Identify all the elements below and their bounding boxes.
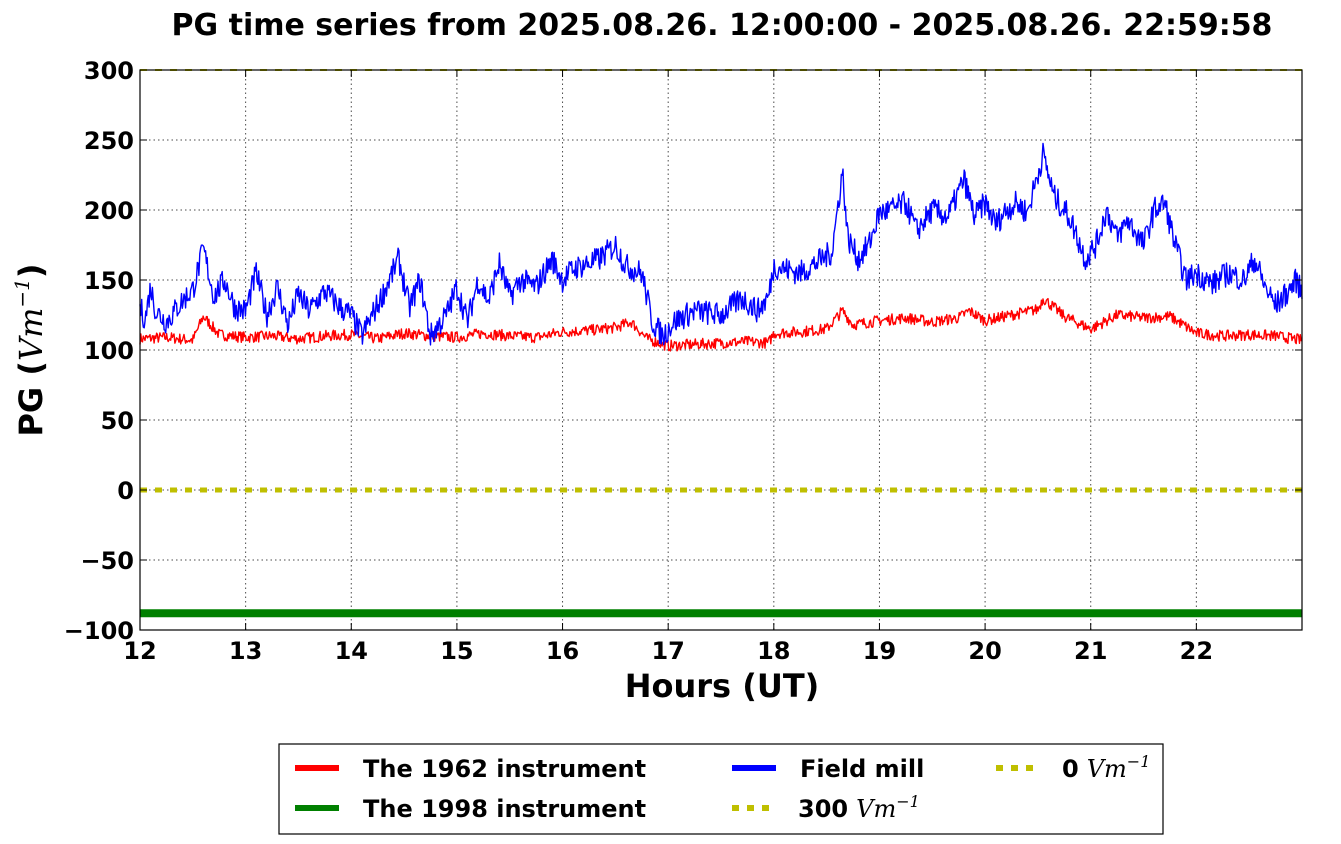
y-axis-label-exponent: −1 xyxy=(10,278,34,307)
x-tick-label: 14 xyxy=(335,637,368,665)
chart-title: PG time series from 2025.08.26. 12:00:00… xyxy=(172,8,1273,43)
x-tick-label: 16 xyxy=(546,637,579,665)
y-tick-label: 200 xyxy=(84,197,134,225)
grid xyxy=(139,69,1302,631)
y-tick-label: 150 xyxy=(84,267,134,295)
x-axis-label: Hours (UT) xyxy=(625,667,820,705)
legend-label-text: 300 xyxy=(798,795,848,823)
x-tick-label: 18 xyxy=(757,637,790,665)
series-line-field-mill xyxy=(139,142,1303,346)
legend-box xyxy=(278,743,1164,835)
y-axis-label-prefix: PG ( xyxy=(12,361,50,436)
legend-label-the-1998-instrument: The 1998 instrument xyxy=(363,795,646,823)
legend-label-300: 300 Vm−1 xyxy=(798,792,920,823)
legend-label-text: Field mill xyxy=(800,755,924,783)
ticks: 12 13 14 15 16 17 18 19 20 21 22 300 250 200 150 100 50 0… xyxy=(64,57,1302,665)
x-tick-label: 15 xyxy=(440,637,473,665)
legend-label-the-1962-instrument: The 1962 instrument xyxy=(363,755,646,783)
legend: The 1962 instrument The 1998 instrument Fi… xyxy=(278,743,1164,835)
x-tick-label: 21 xyxy=(1074,637,1107,665)
legend-label-unit: Vm xyxy=(1087,755,1127,783)
legend-label-text: The 1962 instrument xyxy=(363,755,646,783)
legend-label-unit: Vm xyxy=(856,795,896,823)
y-tick-label: 0 xyxy=(117,477,134,505)
x-tick-label: 22 xyxy=(1180,637,1213,665)
legend-label-field-mill: Field mill xyxy=(800,755,924,783)
y-tick-label: 100 xyxy=(84,337,134,365)
x-tick-label: 13 xyxy=(229,637,262,665)
legend-label-exponent: −1 xyxy=(896,792,920,811)
y-axis-label-unit: Vm xyxy=(12,308,50,361)
x-tick-label: 17 xyxy=(651,637,684,665)
series-line-the-1962-instrument xyxy=(139,297,1303,352)
y-tick-label: −50 xyxy=(80,547,134,575)
x-tick-label: 12 xyxy=(123,637,156,665)
y-axis-label: PG (Vm−1) xyxy=(10,263,50,436)
y-tick-label: 50 xyxy=(101,407,134,435)
x-tick-label: 20 xyxy=(968,637,1001,665)
legend-label-exponent: −1 xyxy=(1127,752,1151,771)
legend-label-0: 0 Vm−1 xyxy=(1062,752,1150,783)
y-tick-label: −100 xyxy=(64,617,134,645)
y-tick-label: 300 xyxy=(84,57,134,85)
y-tick-label: 250 xyxy=(84,127,134,155)
x-tick-label: 19 xyxy=(863,637,896,665)
legend-label-text: The 1998 instrument xyxy=(363,795,646,823)
series-layer xyxy=(139,69,1303,618)
y-axis-label-suffix: ) xyxy=(12,263,50,278)
legend-label-text: 0 xyxy=(1062,755,1079,783)
